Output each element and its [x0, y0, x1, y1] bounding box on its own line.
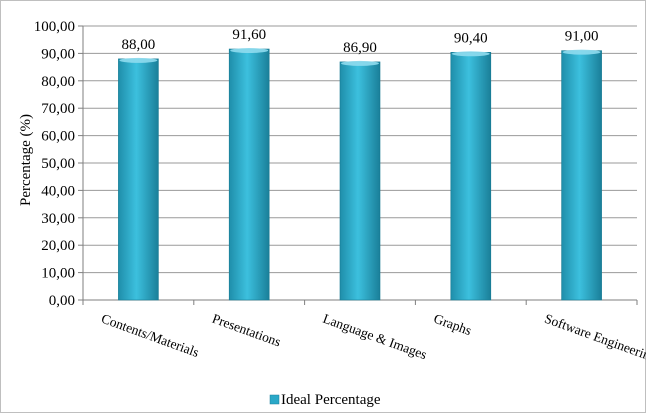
- x-tick-label: Software Engineering: [543, 311, 646, 366]
- y-tick-label: 30,00: [41, 211, 75, 227]
- y-tick-label: 0,00: [49, 293, 75, 309]
- bar-top-highlight: [341, 60, 379, 66]
- y-tick-label: 90,00: [41, 46, 75, 62]
- data-label: 91,60: [232, 27, 266, 43]
- bar-top-highlight: [451, 51, 490, 57]
- data-label: 90,40: [454, 30, 488, 46]
- x-tick-label: Contents/Materials: [99, 311, 201, 360]
- x-tick-label: Graphs: [432, 311, 474, 338]
- bar-top-highlight: [230, 48, 269, 54]
- legend-label: Ideal Percentage: [281, 392, 381, 408]
- y-tick-label: 40,00: [41, 183, 75, 199]
- bar-top-highlight: [119, 57, 158, 63]
- y-tick-label: 100,00: [34, 19, 75, 35]
- data-label: 88,00: [122, 37, 156, 53]
- bar: [561, 50, 602, 301]
- bar: [228, 48, 270, 301]
- y-tick-label: 60,00: [41, 129, 75, 145]
- y-tick-label: 10,00: [41, 266, 75, 282]
- bars: [118, 48, 602, 301]
- bar: [118, 58, 159, 301]
- x-tick-label: Language & Images: [321, 311, 429, 363]
- y-tick-label: 20,00: [41, 238, 75, 254]
- data-label: 86,90: [343, 40, 377, 56]
- y-tick-label: 50,00: [41, 156, 75, 172]
- y-axis-title: Percentage (%): [18, 114, 34, 206]
- data-label: 91,00: [565, 29, 599, 45]
- bar: [339, 61, 381, 301]
- bar: [450, 52, 492, 301]
- bar-top-highlight: [562, 49, 601, 55]
- legend-swatch: [269, 394, 280, 405]
- y-tick-label: 80,00: [41, 74, 75, 90]
- x-tick-label: Presentations: [210, 311, 283, 350]
- y-tick-label: 70,00: [41, 101, 75, 117]
- legend: Ideal Percentage: [269, 392, 381, 408]
